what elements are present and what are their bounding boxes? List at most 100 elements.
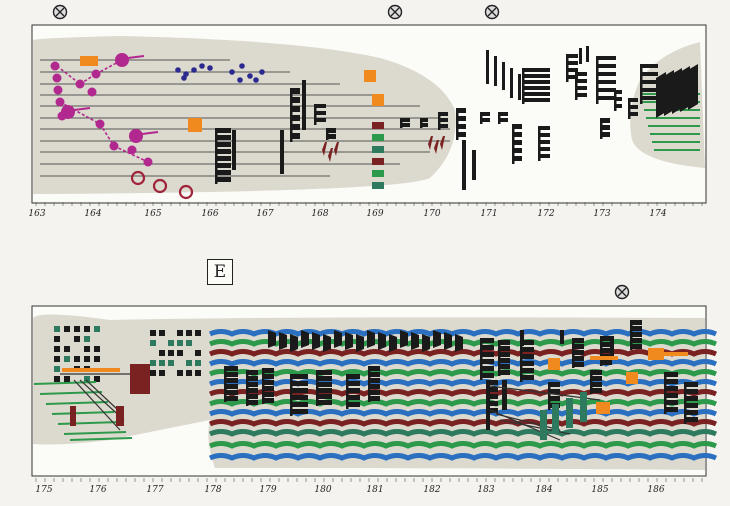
registration-mark [614,284,630,300]
system-1-measure-168: 168 [311,209,328,219]
comb-tooth [548,396,560,401]
comb-tooth [290,97,300,103]
comb-tooth [346,381,360,386]
cluster-square [195,330,201,336]
comb-tooth [596,72,616,76]
flag-glyph [367,330,375,348]
cluster-square [159,360,165,366]
flag-glyph [680,66,690,112]
navy-dot [175,67,181,73]
flag-glyph [356,334,364,352]
comb-tooth [590,370,602,375]
cluster-square [195,360,201,366]
comb-glyph [664,372,678,414]
comb-tooth [290,115,300,121]
flag-glyph [400,330,408,348]
maroon-accent [434,140,439,154]
comb-tooth [630,338,642,343]
magenta-glissando-figures [50,53,159,167]
comb-tooth [224,366,238,371]
cluster-square [186,370,192,376]
wave-band [208,409,718,417]
registration-marks [52,4,630,300]
comb-glyph [480,112,490,124]
cluster-square [177,340,183,346]
comb-tooth [498,352,510,357]
left-green-line [63,431,127,435]
flag-glyph [455,334,463,352]
cluster-square [150,370,156,376]
navy-dot-clusters [175,63,265,83]
black-bar [502,62,505,90]
system-2-measure-179: 179 [259,485,276,495]
system-2-measure-184: 184 [535,485,552,495]
stack-cell [372,182,384,189]
comb-tooth [630,320,642,325]
black-bar [520,330,524,346]
black-bar [280,130,284,174]
comb-tooth [316,400,332,405]
system-1-measure-173: 173 [593,209,610,219]
comb-tooth [596,64,616,68]
system-2-measure-185: 185 [591,485,608,495]
comb-tooth [628,98,638,102]
cluster-square [84,346,90,352]
black-bar [486,50,489,84]
navy-dot [191,67,197,73]
comb-tooth [590,376,602,381]
comb-glyph [246,370,258,406]
flag-glyph [268,330,276,348]
comb-glyph [314,104,326,125]
comb-tooth [600,132,610,137]
comb-tooth [498,346,510,351]
comb-tooth [215,149,231,154]
comb-tooth [246,394,258,399]
comb-tooth [600,336,612,341]
flag-glyph [312,332,320,350]
comb-tooth [590,388,602,393]
comb-tooth [368,372,380,377]
comb-tooth [664,393,678,398]
comb-tooth [246,382,258,387]
comb-tooth [262,380,274,385]
comb-glyph [498,112,508,124]
black-flag-glyphs [224,320,698,441]
black-vector [73,379,121,431]
wave-band [208,379,718,387]
comb-tooth [314,104,326,108]
magenta-dot [52,73,62,83]
magenta-dot [87,87,97,97]
system-1-measure-166: 166 [201,209,218,219]
comb-tooth [246,370,258,375]
maroon-block [130,364,150,394]
comb-glyph [566,54,578,82]
comb-tooth [346,374,360,379]
comb-glyph [575,72,587,100]
wave-band [208,329,718,337]
cluster-square [168,360,174,366]
comb-glyph [290,374,308,416]
registration-mark [52,4,68,20]
comb-tooth [290,106,300,112]
system-2 [31,305,718,482]
magenta-dot [50,61,60,71]
comb-tooth [486,394,498,399]
magenta-link [99,123,115,147]
comb-tooth [456,116,466,121]
comb-tooth [215,156,231,161]
mark-cross [617,287,627,297]
comb-tooth [456,132,466,137]
wave-band [208,399,718,407]
section-label: E [213,262,227,282]
comb-glyph [600,118,610,139]
stack-cell [372,122,384,129]
cluster-square [64,326,70,332]
comb-glyph [520,340,534,382]
comb-tooth [538,140,550,144]
flag-glyph [323,334,331,352]
cluster-square [186,340,192,346]
comb-tooth [664,407,678,412]
comb-tooth [684,396,698,401]
cluster-square [177,330,183,336]
comb-tooth [614,97,622,101]
